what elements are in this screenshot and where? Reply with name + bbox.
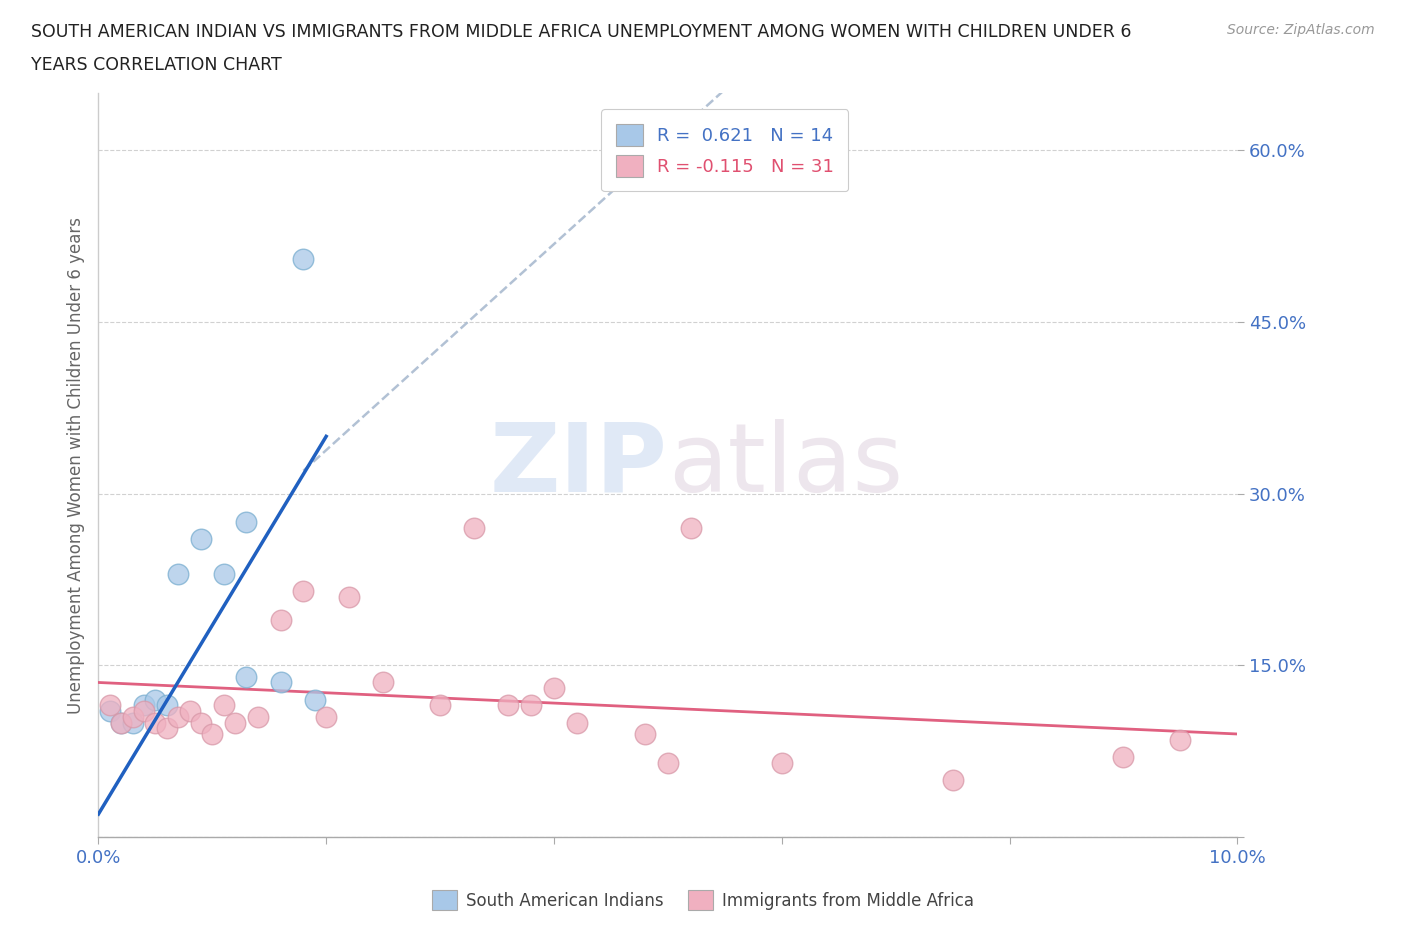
Point <box>463 521 485 536</box>
Point <box>121 710 143 724</box>
Point <box>167 566 190 581</box>
Legend: South American Indians, Immigrants from Middle Africa: South American Indians, Immigrants from … <box>426 884 980 917</box>
Point <box>224 715 246 730</box>
Point <box>132 698 155 712</box>
Point <box>270 675 292 690</box>
Point <box>190 715 212 730</box>
Point <box>201 726 224 741</box>
Point <box>235 670 257 684</box>
Point <box>292 251 315 266</box>
Point <box>292 583 315 598</box>
Point <box>1170 732 1192 747</box>
Point <box>212 698 235 712</box>
Y-axis label: Unemployment Among Women with Children Under 6 years: Unemployment Among Women with Children U… <box>66 217 84 713</box>
Point <box>315 710 337 724</box>
Point <box>121 715 143 730</box>
Point <box>304 692 326 707</box>
Legend: R =  0.621   N = 14, R = -0.115   N = 31: R = 0.621 N = 14, R = -0.115 N = 31 <box>602 110 848 192</box>
Point <box>429 698 451 712</box>
Text: SOUTH AMERICAN INDIAN VS IMMIGRANTS FROM MIDDLE AFRICA UNEMPLOYMENT AMONG WOMEN : SOUTH AMERICAN INDIAN VS IMMIGRANTS FROM… <box>31 23 1132 41</box>
Point <box>373 675 395 690</box>
Point <box>942 772 965 787</box>
Point <box>179 704 201 719</box>
Point <box>520 698 543 712</box>
Point <box>235 515 257 530</box>
Point <box>270 612 292 627</box>
Point <box>543 681 565 696</box>
Point <box>634 726 657 741</box>
Text: YEARS CORRELATION CHART: YEARS CORRELATION CHART <box>31 56 281 73</box>
Text: ZIP: ZIP <box>489 418 668 512</box>
Point <box>498 698 520 712</box>
Point <box>98 704 121 719</box>
Point <box>679 521 702 536</box>
Point <box>132 704 155 719</box>
Point <box>657 755 679 770</box>
Text: Source: ZipAtlas.com: Source: ZipAtlas.com <box>1227 23 1375 37</box>
Point <box>145 692 167 707</box>
Point <box>337 590 360 604</box>
Point <box>145 715 167 730</box>
Point <box>770 755 793 770</box>
Point <box>110 715 132 730</box>
Text: atlas: atlas <box>668 418 903 512</box>
Point <box>156 698 179 712</box>
Point <box>167 710 190 724</box>
Point <box>246 710 269 724</box>
Point <box>212 566 235 581</box>
Point <box>190 532 212 547</box>
Point <box>565 715 588 730</box>
Point <box>98 698 121 712</box>
Point <box>1112 750 1135 764</box>
Point <box>110 715 132 730</box>
Point <box>156 721 179 736</box>
